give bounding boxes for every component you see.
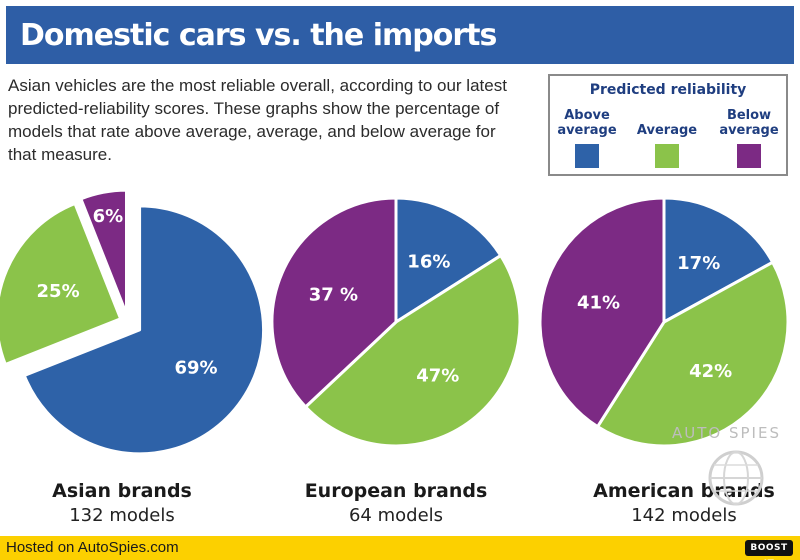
legend-label-line: average [719, 123, 779, 138]
pie-asian: 69% 25% 6% [0, 190, 266, 456]
legend-swatch-average [655, 144, 679, 168]
pie-slice-asian-above-average [22, 204, 266, 456]
intro-paragraph: Asian vehicles are the most reliable ove… [8, 76, 507, 164]
pie-european: 16% 47% 37 % [270, 196, 522, 448]
pie-slice-american-below-average [538, 196, 666, 429]
legend-item-below-average: Below average [712, 106, 786, 176]
pie-subtitle-asian: 132 models [69, 505, 175, 526]
legend-swatch-below-average [737, 144, 761, 168]
pie-charts: 69% 25% 6% 16% 47% 37 % 17% 42% 41% [0, 190, 790, 456]
legend-label-average: Average [630, 123, 704, 138]
legend-label-line: Below [726, 108, 772, 123]
legend-title: Predicted reliability [589, 82, 747, 98]
pie-slice-asian-below-average [79, 190, 129, 316]
pie-label-european-below-average: 37 % [309, 284, 358, 305]
pie-label-european-average: 47% [416, 365, 459, 386]
pie-label-asian-average: 25% [37, 281, 80, 302]
pie-label-american-average: 42% [689, 361, 732, 382]
legend-label-below-average: Below average [712, 108, 786, 138]
pie-slice-european-average [304, 254, 522, 448]
page-title: Domestic cars vs. the imports [20, 17, 497, 53]
legend-item-average: Average [630, 106, 704, 176]
footer-bar: Hosted on AutoSpies.com BOOST IT [0, 536, 800, 560]
pie-slice-american-average [596, 260, 790, 448]
legend-label-line: average [557, 123, 617, 138]
pie-label-american-above-average: 17% [677, 253, 720, 274]
title-bar: Domestic cars vs. the imports [6, 6, 794, 64]
pie-label-american-below-average: 41% [577, 292, 620, 313]
pie-label-asian-above-average: 69% [174, 358, 217, 379]
pie-slice-asian-average [0, 202, 123, 366]
legend-label-line: Average [636, 123, 698, 138]
pie-slice-european-below-average [270, 196, 398, 409]
legend-label-above-average: Above average [550, 108, 624, 138]
pie-label-asian-below-average: 6% [93, 206, 124, 227]
pie-subtitle-european: 64 models [348, 505, 444, 526]
hosted-on-text: Hosted on AutoSpies.com [6, 539, 179, 556]
legend: Predicted reliability Above average Aver… [548, 74, 788, 176]
legend-swatch-above-average [575, 144, 599, 168]
pie-subtitle-american: 142 models [631, 505, 737, 526]
legend-item-above-average: Above average [550, 106, 624, 176]
pie-title-american: American brands [593, 480, 775, 502]
legend-label-line: Above [564, 108, 610, 123]
pie-slice-american-above-average [662, 196, 775, 324]
watermark-globe-icon [708, 450, 764, 506]
pie-title-asian: Asian brands [52, 480, 192, 502]
pie-title-european: European brands [304, 480, 488, 502]
pie-american: 17% 42% 41% [538, 196, 790, 448]
pie-label-european-above-average: 16% [407, 252, 450, 273]
pie-slice-european-above-average [394, 196, 503, 324]
watermark: AUTO SPIES [672, 424, 781, 442]
boost-it-button[interactable]: BOOST IT [745, 540, 793, 560]
